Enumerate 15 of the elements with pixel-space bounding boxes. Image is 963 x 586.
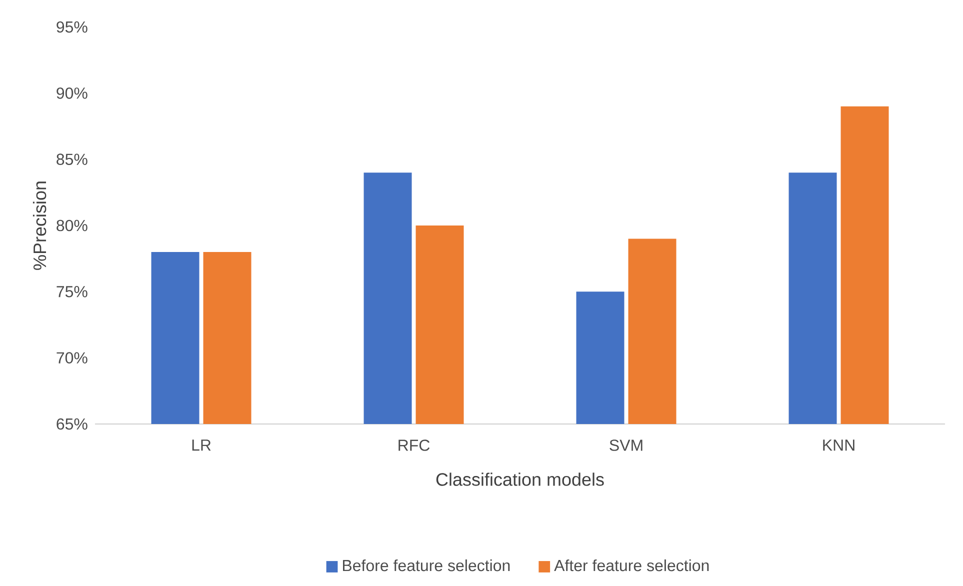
legend-label: Before feature selection <box>343 559 510 572</box>
y-tick-label: 85% <box>56 154 88 165</box>
x-tick-label: LR <box>192 440 211 451</box>
y-axis-title: %Precision <box>32 182 46 270</box>
x-tick-label: SVM <box>610 440 642 451</box>
y-tick-label: 75% <box>56 286 88 298</box>
x-axis-title: Classification models <box>436 472 604 486</box>
y-tick-label: 80% <box>56 220 88 232</box>
x-tick-label: RFC <box>398 440 430 451</box>
y-tick-label: 90% <box>56 88 88 99</box>
y-tick-label: 95% <box>56 21 88 33</box>
legend-label: After feature selection <box>554 559 709 572</box>
x-tick-label: KNN <box>823 440 854 451</box>
y-tick-label: 70% <box>56 352 88 364</box>
y-tick-label: 65% <box>56 418 88 430</box>
